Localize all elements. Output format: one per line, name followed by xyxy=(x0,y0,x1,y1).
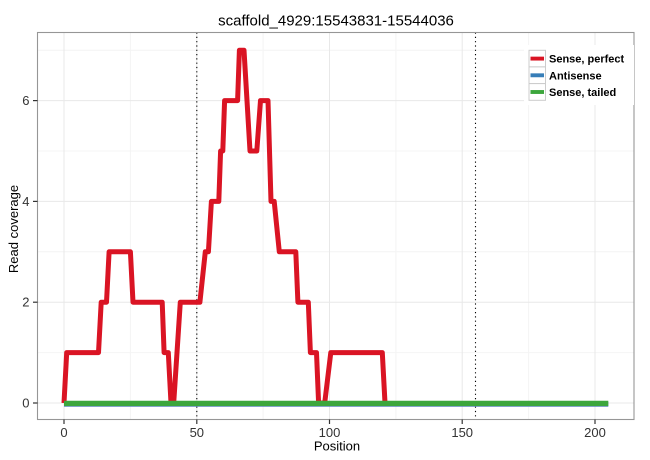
svg-text:2: 2 xyxy=(22,295,29,310)
svg-text:6: 6 xyxy=(22,93,29,108)
svg-text:0: 0 xyxy=(60,425,67,440)
svg-text:150: 150 xyxy=(451,425,473,440)
svg-text:200: 200 xyxy=(584,425,606,440)
svg-text:scaffold_4929:15543831-1554403: scaffold_4929:15543831-15544036 xyxy=(218,13,454,30)
svg-text:Read coverage: Read coverage xyxy=(6,185,21,273)
svg-text:100: 100 xyxy=(319,425,341,440)
svg-text:50: 50 xyxy=(190,425,204,440)
svg-text:Sense, tailed: Sense, tailed xyxy=(549,87,616,99)
svg-text:0: 0 xyxy=(22,396,29,411)
svg-text:Position: Position xyxy=(314,439,360,454)
svg-text:Sense, perfect: Sense, perfect xyxy=(549,54,625,66)
svg-text:Antisense: Antisense xyxy=(549,70,602,82)
svg-text:4: 4 xyxy=(22,194,29,209)
